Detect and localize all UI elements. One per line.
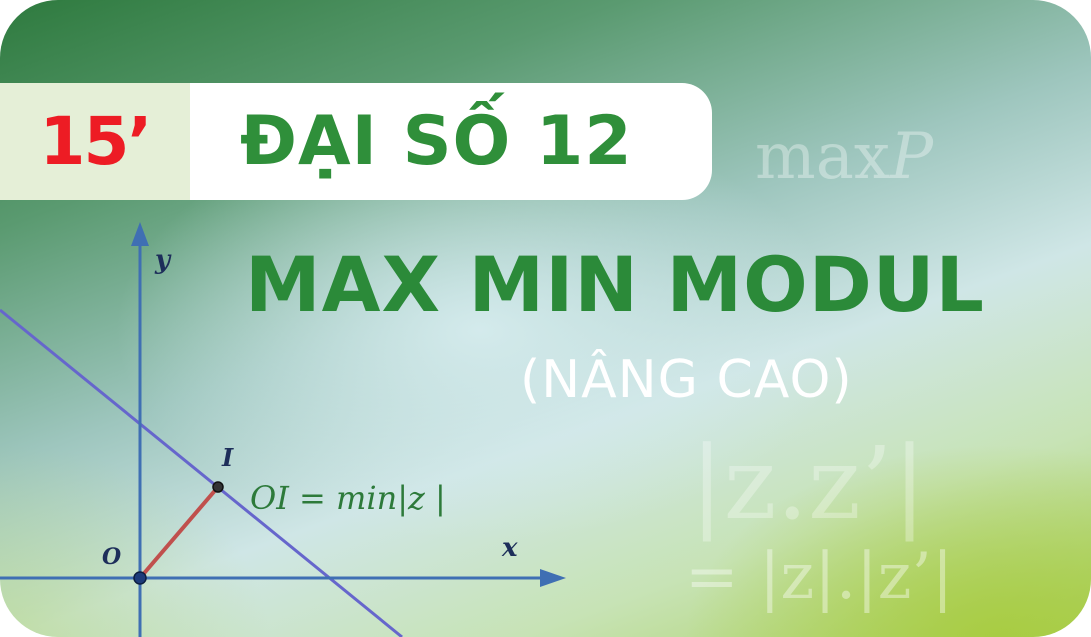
decor-modulus-equality: = |z|.|z’| (685, 540, 954, 614)
decor-max-p: maxP (755, 120, 933, 194)
min-equation: OI = min|z | (250, 479, 446, 517)
subject-title: ĐẠI SỐ 12 (240, 102, 633, 181)
duration-badge: 15’ (0, 83, 190, 200)
decor-modulus-product: |z.z’| (690, 425, 927, 542)
duration-label: 15’ (39, 103, 153, 180)
x-axis-arrow (540, 569, 566, 587)
point-i-label: I (221, 443, 234, 472)
origin-point (133, 571, 147, 585)
y-axis-label: y (154, 245, 172, 275)
point-i (212, 481, 224, 493)
y-axis-arrow (131, 222, 149, 246)
line-d (0, 308, 403, 637)
x-axis-label: x (501, 533, 518, 563)
subtitle: (NÂNG CAO) (520, 350, 853, 410)
segment-oi (138, 485, 220, 580)
origin-label: O (102, 544, 121, 570)
main-title: MAX MIN MODUL (245, 240, 985, 329)
